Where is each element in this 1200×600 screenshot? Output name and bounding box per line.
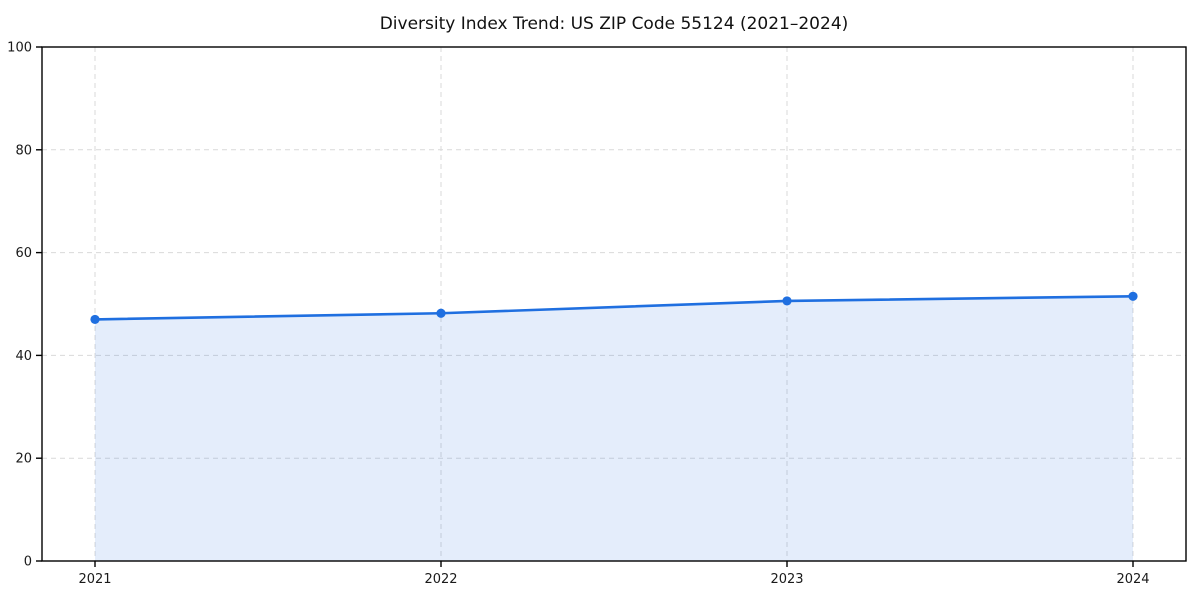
data-point-marker [782,296,792,306]
trend-line [93,294,1135,321]
chart-title: Diversity Index Trend: US ZIP Code 55124… [379,14,849,34]
x-tick-label: 2024 [1116,572,1149,587]
axes-box [41,46,1187,562]
y-tick-label: 60 [15,246,32,261]
data-point-marker [436,308,446,318]
x-tick-label: 2021 [78,572,111,587]
y-tick-label: 40 [15,349,32,364]
y-tick-label: 0 [24,555,32,570]
y-tick-label: 80 [15,143,32,158]
x-tick-label: 2023 [770,572,803,587]
y-tick-label: 20 [15,452,32,467]
x-tick-label: 2022 [424,572,457,587]
data-point-marker [1128,291,1138,301]
area-fill [95,296,1133,561]
y-tick-label: 100 [7,41,32,56]
data-point-marker [90,314,100,325]
